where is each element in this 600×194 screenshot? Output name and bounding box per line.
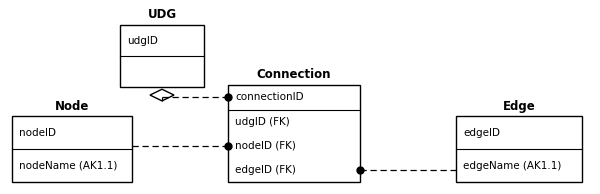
Text: edgeID: edgeID bbox=[463, 128, 500, 138]
Text: edgeID (FK): edgeID (FK) bbox=[235, 165, 296, 175]
Text: udgID (FK): udgID (FK) bbox=[235, 117, 290, 127]
Text: connectionID: connectionID bbox=[235, 93, 304, 102]
Bar bbox=[228, 85, 360, 182]
Text: edgeName (AK1.1): edgeName (AK1.1) bbox=[463, 161, 562, 171]
Text: nodeID: nodeID bbox=[19, 128, 56, 138]
Bar bbox=[120, 25, 204, 87]
Text: nodeID (FK): nodeID (FK) bbox=[235, 141, 296, 151]
Text: Node: Node bbox=[55, 100, 89, 113]
Text: udgID: udgID bbox=[127, 36, 158, 46]
Bar bbox=[12, 116, 132, 182]
Bar bbox=[456, 116, 582, 182]
Text: Edge: Edge bbox=[503, 100, 535, 113]
Text: Connection: Connection bbox=[257, 68, 331, 81]
Text: UDG: UDG bbox=[148, 8, 176, 21]
Text: nodeName (AK1.1): nodeName (AK1.1) bbox=[19, 161, 118, 171]
